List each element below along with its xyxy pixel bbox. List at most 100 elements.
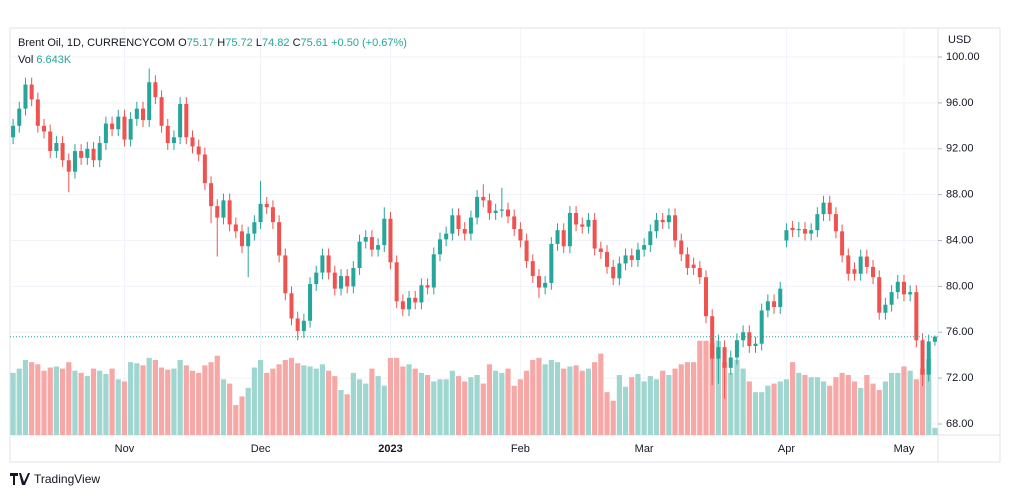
candle-body <box>536 276 541 288</box>
x-tick-label: May <box>894 443 915 455</box>
y-tick-label: 76.00 <box>946 326 974 338</box>
volume-bar <box>913 379 919 435</box>
volume-bar <box>16 368 22 435</box>
volume-bar <box>425 375 431 435</box>
open-label: O <box>178 37 187 49</box>
volume-bar <box>202 365 208 435</box>
volume-bar <box>47 367 53 435</box>
candle-body <box>103 123 108 144</box>
volume-bar <box>567 366 573 435</box>
volume-bar <box>350 372 356 435</box>
volume-bar <box>381 385 387 435</box>
volume-bar <box>851 381 858 435</box>
candle-body <box>475 196 480 218</box>
candle-body <box>301 320 306 332</box>
candle-body <box>202 154 207 184</box>
candle-body <box>871 266 876 278</box>
candle-body <box>468 217 473 234</box>
candle-body <box>178 104 183 138</box>
candle-body <box>493 210 498 213</box>
volume-bar <box>876 390 882 435</box>
volume-bar <box>375 376 381 435</box>
volume-bar <box>858 387 864 435</box>
candle-body <box>227 200 232 225</box>
volume-bar <box>109 368 115 435</box>
candle-body <box>549 243 554 283</box>
candle-body <box>741 332 746 341</box>
volume-bar <box>437 379 443 435</box>
candle-body <box>394 262 399 302</box>
volume-bar <box>907 370 913 435</box>
y-tick-label: 100.00 <box>946 51 980 63</box>
candle-body <box>314 272 319 285</box>
legend: Brent Oil, 1D, CURRENCYCOM O75.17 H75.72… <box>18 35 407 69</box>
candle-body <box>450 215 455 234</box>
volume-bar <box>932 427 938 435</box>
volume-bar <box>22 360 29 435</box>
candle-body <box>784 230 789 241</box>
candle-body <box>759 310 764 344</box>
volume-bar <box>790 362 796 435</box>
volume-bar <box>233 405 239 435</box>
candle-body <box>728 357 733 368</box>
candle-body <box>215 206 220 218</box>
candle-body <box>369 237 374 250</box>
candle-body <box>79 151 84 158</box>
candle-body <box>734 340 739 358</box>
volume-bar <box>257 360 264 435</box>
x-tick-label: Mar <box>635 443 654 455</box>
volume-bar <box>629 377 635 435</box>
volume-bar <box>301 365 307 435</box>
candle-body <box>171 137 176 144</box>
volume-bar <box>72 370 78 435</box>
candle-body <box>209 183 214 207</box>
candle-body <box>648 231 653 246</box>
volume-bar <box>771 383 777 435</box>
close-value: 75.61 <box>300 37 329 49</box>
candle-body <box>85 148 90 158</box>
y-tick-label: 92.00 <box>946 143 974 155</box>
candle-body <box>141 108 146 121</box>
candle-body <box>122 116 127 140</box>
candle-body <box>790 227 795 231</box>
ohlc-row: Brent Oil, 1D, CURRENCYCOM O75.17 H75.72… <box>18 35 407 52</box>
candle-body <box>326 255 331 273</box>
volume-bar <box>517 379 523 435</box>
candle-body <box>270 207 275 223</box>
volume-bar <box>647 376 653 435</box>
volume-bar <box>214 355 220 435</box>
volume-bar <box>251 367 257 435</box>
brand-name: TradingView <box>34 472 101 486</box>
volume-bar <box>610 400 616 435</box>
candle-body <box>765 301 770 311</box>
y-tick-label: 80.00 <box>946 280 974 292</box>
volume-bar <box>10 372 16 435</box>
candle-body <box>555 230 560 244</box>
volume-bar <box>239 396 245 435</box>
volume-bar <box>554 362 561 435</box>
candle-body <box>283 255 288 294</box>
volume-bar <box>307 366 313 435</box>
candle-body <box>908 292 913 295</box>
candle-body <box>524 240 529 262</box>
brand[interactable]: TradingView <box>10 472 100 486</box>
volume-bar <box>579 370 585 435</box>
volume-bar <box>41 370 47 435</box>
candle-body <box>654 219 659 232</box>
volume-bar <box>901 366 907 435</box>
volume-label: Vol <box>18 54 34 66</box>
volume-bar <box>734 360 740 435</box>
volume-bar <box>926 358 932 435</box>
candle-body <box>97 143 102 161</box>
candle-body <box>252 222 257 234</box>
candle-body <box>846 255 851 274</box>
candle-body <box>617 263 622 279</box>
volume-bar <box>103 373 109 435</box>
volume-bar <box>895 372 901 435</box>
volume-bar <box>499 372 505 435</box>
candle-body <box>809 230 814 234</box>
volume-bar <box>759 392 765 435</box>
volume-bar <box>530 360 536 435</box>
volume-bar <box>227 383 233 435</box>
